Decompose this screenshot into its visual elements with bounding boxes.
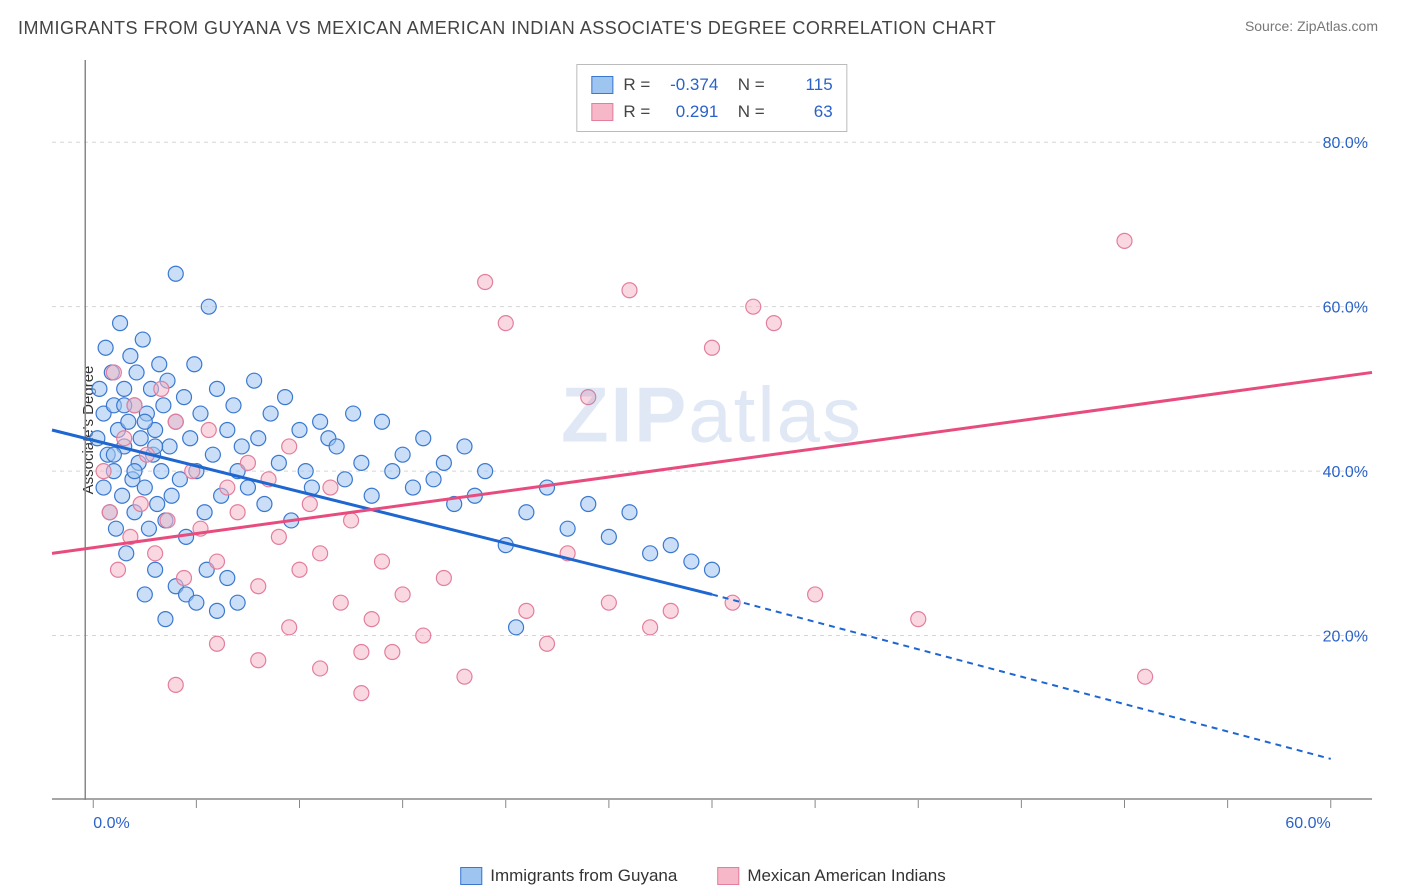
- swatch-icon: [591, 103, 613, 121]
- header: IMMIGRANTS FROM GUYANA VS MEXICAN AMERIC…: [0, 0, 1406, 39]
- legend-item-mexican: Mexican American Indians: [717, 866, 945, 886]
- n-value: 63: [775, 98, 833, 125]
- r-value: -0.374: [660, 71, 718, 98]
- legend-label: Mexican American Indians: [747, 866, 945, 886]
- swatch-icon: [591, 76, 613, 94]
- chart-title: IMMIGRANTS FROM GUYANA VS MEXICAN AMERIC…: [18, 18, 996, 39]
- swatch-icon: [717, 867, 739, 885]
- legend-row-guyana: R = -0.374 N = 115: [591, 71, 832, 98]
- chart-container: IMMIGRANTS FROM GUYANA VS MEXICAN AMERIC…: [0, 0, 1406, 892]
- svg-text:60.0%: 60.0%: [1285, 815, 1330, 832]
- svg-text:60.0%: 60.0%: [1323, 300, 1368, 317]
- legend-label: Immigrants from Guyana: [490, 866, 677, 886]
- legend-item-guyana: Immigrants from Guyana: [460, 866, 677, 886]
- correlation-legend: R = -0.374 N = 115 R = 0.291 N = 63: [576, 64, 847, 132]
- svg-text:40.0%: 40.0%: [1323, 464, 1368, 481]
- swatch-icon: [460, 867, 482, 885]
- chart-area: Associate's Degree 20.0%40.0%60.0%80.0%0…: [52, 60, 1372, 800]
- r-label: R =: [623, 98, 650, 125]
- svg-text:0.0%: 0.0%: [93, 815, 129, 832]
- source-label: Source: ZipAtlas.com: [1245, 18, 1378, 34]
- n-label: N =: [728, 98, 764, 125]
- r-value: 0.291: [660, 98, 718, 125]
- n-label: N =: [728, 71, 764, 98]
- n-value: 115: [775, 71, 833, 98]
- svg-text:20.0%: 20.0%: [1323, 629, 1368, 646]
- r-label: R =: [623, 71, 650, 98]
- series-legend: Immigrants from Guyana Mexican American …: [460, 866, 946, 886]
- legend-row-mexican: R = 0.291 N = 63: [591, 98, 832, 125]
- svg-text:80.0%: 80.0%: [1323, 135, 1368, 152]
- scatter-plot: 20.0%40.0%60.0%80.0%0.0%60.0%: [52, 60, 1372, 800]
